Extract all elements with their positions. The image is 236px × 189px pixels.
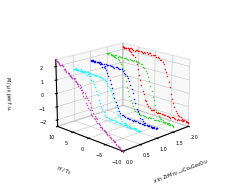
Y-axis label: $H$ / $\mathrm{T_0}$: $H$ / $\mathrm{T_0}$ [55,164,73,178]
X-axis label: $x$ in ZrMn$_{2-x}$Co$_x$Ge$_4$O$_{12}$: $x$ in ZrMn$_{2-x}$Co$_x$Ge$_4$O$_{12}$ [152,156,211,186]
